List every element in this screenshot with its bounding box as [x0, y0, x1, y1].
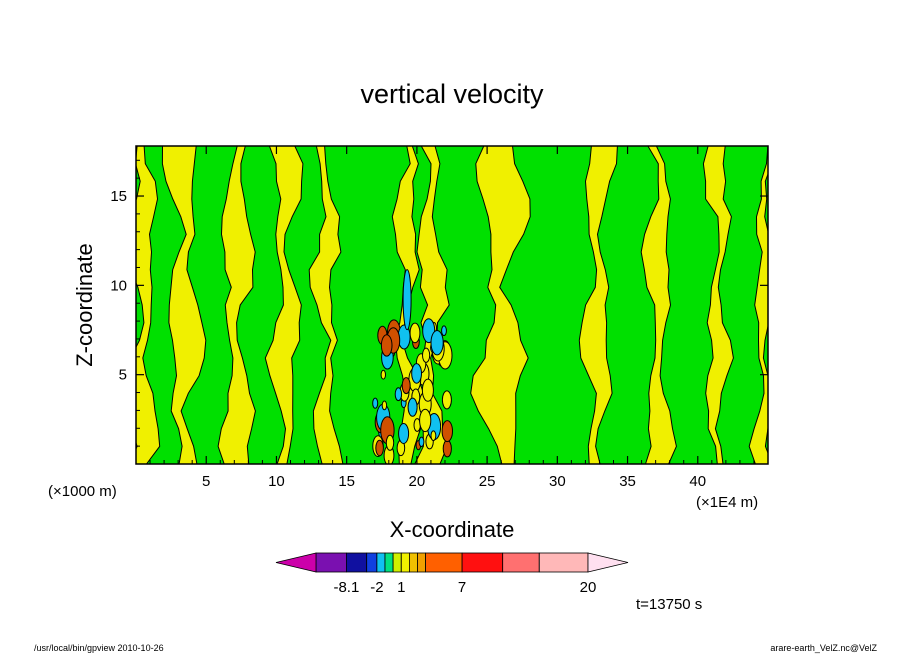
chart-title: vertical velocity — [360, 79, 544, 109]
colorbar-segment — [408, 552, 418, 573]
x-tick-label: 25 — [479, 473, 496, 490]
plot-frame — [135, 145, 769, 465]
x-tick-label: 30 — [549, 473, 566, 490]
colorbar-segment — [366, 552, 378, 573]
colorbar-segment — [461, 552, 504, 573]
positive-velocity-band — [136, 146, 161, 464]
core-contour — [422, 347, 431, 363]
positive-velocity-band — [161, 146, 207, 464]
y-tick-label: 10 — [110, 277, 127, 294]
core-contour — [407, 397, 418, 417]
core-contour — [375, 439, 384, 457]
positive-velocity-band — [640, 146, 677, 464]
colorbar-segment — [315, 552, 347, 573]
positive-velocity-band — [578, 146, 618, 464]
x-tick-label: 35 — [619, 473, 636, 490]
plot-area: 5 10 15 20 25 30 35 40 5 10 15 — [110, 145, 769, 490]
y-unit-note: (×1000 m) — [48, 483, 117, 500]
colorbar-segment — [502, 552, 540, 573]
colorbar-segment — [417, 552, 427, 573]
core-contour — [411, 363, 423, 384]
core-contour — [385, 434, 395, 451]
time-label: t=13750 s — [636, 596, 702, 613]
core-contour — [398, 423, 410, 444]
core-contour — [394, 387, 403, 402]
positive-velocity-band — [470, 146, 531, 464]
x-tick-label: 10 — [268, 473, 285, 490]
x-tick-label: 5 — [202, 473, 210, 490]
positive-velocity-band — [308, 146, 344, 464]
core-contour — [430, 430, 437, 442]
colorbar-segment — [345, 552, 368, 573]
core-contour — [421, 378, 434, 402]
core-contour — [419, 408, 432, 433]
y-tick-label: 15 — [110, 188, 127, 205]
positive-velocity-band — [702, 146, 734, 464]
y-axis-ticks: 5 10 15 — [110, 159, 768, 447]
footer-right: arare-earth_VelZ.nc@VelZ — [770, 643, 877, 653]
core-contour — [441, 325, 447, 337]
core-contour — [418, 436, 425, 447]
colorbar-segment — [400, 552, 410, 573]
x-tick-label: 40 — [689, 473, 706, 490]
colorbar-segment — [425, 552, 463, 573]
core-contour — [441, 390, 452, 410]
colorbar-segment — [384, 552, 394, 573]
x-axis-label: X-coordinate — [390, 517, 515, 542]
y-tick-label: 5 — [119, 367, 127, 384]
convective-core — [372, 269, 453, 464]
x-tick-label: 20 — [409, 473, 426, 490]
colorbar-low-arrow — [275, 552, 317, 573]
colorbar-tick-label: 20 — [580, 579, 597, 596]
core-contour — [381, 400, 388, 411]
colorbar-segment — [392, 552, 402, 573]
colorbar-tick-label: 7 — [458, 579, 466, 596]
core-contour — [442, 439, 452, 458]
core-contour — [380, 369, 386, 380]
x-axis-ticks: 5 10 15 20 25 30 35 40 — [149, 146, 755, 490]
core-contour — [380, 334, 393, 357]
positive-velocity-band — [748, 146, 768, 464]
core-contour — [409, 322, 421, 344]
footer-left: /usr/local/bin/gpview 2010-10-26 — [34, 643, 164, 653]
positive-velocity-band — [217, 146, 256, 464]
core-contour — [401, 377, 411, 395]
core-contour — [430, 330, 444, 356]
x-unit-note: (×1E4 m) — [696, 494, 758, 511]
y-axis-label: Z-coordinate — [72, 243, 97, 367]
colorbar-tick-label: 1 — [397, 579, 405, 596]
colorbar-high-arrow — [587, 552, 629, 573]
colorbar-tick-label: -2 — [370, 579, 383, 596]
core-contour — [402, 269, 412, 331]
core-contour — [441, 420, 453, 443]
core-contour — [372, 397, 379, 409]
x-tick-label: 15 — [338, 473, 355, 490]
colorbar: -8.1 -2 1 7 20 — [275, 552, 629, 596]
colorbar-tick-label: -8.1 — [333, 579, 359, 596]
colorbar-segment — [376, 552, 386, 573]
positive-velocity-band — [264, 146, 304, 464]
colorbar-segment — [538, 552, 589, 573]
